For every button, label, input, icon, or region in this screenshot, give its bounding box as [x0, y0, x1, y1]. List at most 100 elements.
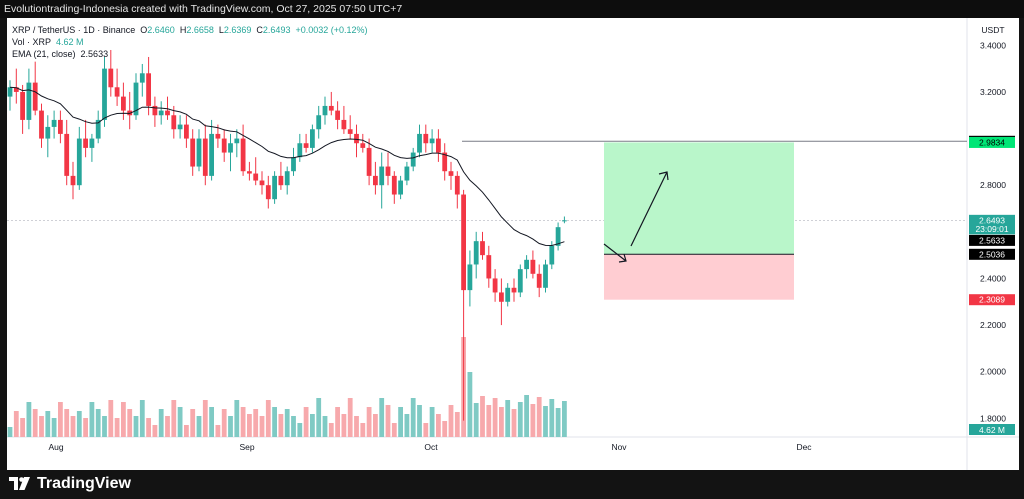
volume-bar [64, 409, 70, 437]
volume-bar [45, 411, 51, 437]
volume-bar [492, 398, 498, 437]
candle-body [209, 133, 214, 176]
candle-body [259, 180, 265, 186]
price-tick-label: 3.2000 [980, 87, 1006, 97]
candle-body [45, 126, 51, 139]
candle-body [536, 273, 542, 288]
volume-badge-text: 4.62 M [979, 425, 1005, 435]
candle-body [398, 180, 403, 195]
candle-body [347, 129, 353, 134]
volume-bar [114, 418, 120, 437]
price-axis-badge [969, 294, 1015, 306]
volume-bar [360, 423, 366, 437]
volume-bar [32, 409, 38, 437]
candle-body [404, 166, 410, 181]
volume-bar [335, 407, 340, 437]
ema-line [9, 86, 565, 247]
price-axis-badge [969, 234, 1015, 246]
candle-body [322, 105, 328, 116]
candle-body [114, 87, 120, 97]
volume-bar [20, 418, 25, 437]
candle-body [139, 73, 145, 83]
candle-body [373, 175, 378, 186]
volume-bar [165, 416, 170, 437]
volume-bar [58, 402, 63, 437]
high-value: 2.6658 [186, 25, 214, 35]
volume-bar [429, 407, 435, 437]
volume-bar [398, 407, 403, 437]
candle-body [530, 259, 536, 274]
ema-value: 2.5633 [80, 49, 109, 59]
time-axis-label-aug: Aug [48, 442, 63, 452]
breakout-arrow[interactable] [630, 171, 669, 247]
volume-bar [505, 400, 511, 437]
candle-body [272, 175, 277, 200]
price-axis-badge-text: 2.9834 [979, 137, 1005, 147]
candle-body [360, 143, 366, 148]
candle-body [158, 110, 164, 116]
candle-body [146, 73, 151, 106]
candle-body [234, 138, 240, 144]
candle-body [64, 133, 70, 176]
volume-bar [202, 400, 208, 437]
candle-body [335, 110, 340, 120]
candle-body [436, 138, 441, 153]
candle-body [499, 292, 504, 302]
price-tick-label: 2.0000 [980, 367, 1006, 377]
stop-loss-zone[interactable] [604, 254, 794, 300]
price-tick-label: 2.8000 [980, 180, 1006, 190]
volume-bar [221, 409, 227, 437]
ema-label: EMA (21, close) [12, 49, 76, 59]
volume-bar [253, 409, 259, 437]
candle-body [152, 105, 158, 116]
volume-bar [303, 407, 309, 437]
volume-bar [152, 425, 158, 437]
candle-body [83, 138, 88, 148]
chart-legend: XRP / TetherUS · 1D · Binance O2.6460 H2… [12, 24, 368, 60]
volume-bar [247, 414, 252, 437]
tradingview-icon [9, 477, 30, 490]
volume-bar [215, 425, 221, 437]
candle-body [240, 138, 246, 172]
pullback-arrow[interactable] [603, 243, 627, 263]
take-profit-zone[interactable] [604, 142, 794, 255]
volume-bar [13, 411, 19, 437]
volume-bar [354, 416, 359, 437]
candle-body [297, 143, 303, 158]
volume-badge [969, 424, 1015, 435]
volume-bar [139, 400, 145, 437]
price-chart[interactable]: USDT 3.4000 3.2000 2.8000 2.4000 2.2000 2.0000… [7, 18, 1019, 470]
candle-body [265, 185, 271, 200]
candle-body [228, 143, 233, 153]
close-label: C [256, 25, 263, 35]
candle-body [410, 152, 416, 167]
volume-bar [524, 395, 529, 437]
candle-body [461, 194, 466, 291]
volume-bar [259, 416, 265, 437]
candle-body [341, 119, 347, 130]
volume-bar [310, 414, 315, 437]
candle-body [284, 171, 290, 186]
candle-body [423, 133, 429, 144]
price-axis-badge [969, 248, 1015, 260]
volume-bar [95, 409, 101, 437]
volume-bar [454, 412, 460, 437]
candle-body [473, 241, 479, 265]
volume-bar [284, 409, 290, 437]
volume-bar [410, 398, 416, 437]
candle-body [76, 138, 82, 186]
volume-bar [234, 400, 240, 437]
price-tick-label: 1.8000 [980, 413, 1006, 423]
candle-body [543, 264, 548, 288]
symbol-label: XRP / TetherUS · 1D · Binance [12, 25, 136, 35]
footer-bar: TradingView [0, 470, 1024, 499]
candle-body [215, 133, 221, 139]
volume-bar [127, 409, 133, 437]
volume-bar [196, 416, 202, 437]
volume-bar [133, 416, 139, 437]
chart-frame[interactable]: USDT 3.4000 3.2000 2.8000 2.4000 2.2000 2.0000… [7, 18, 1019, 470]
candle-body [480, 241, 485, 256]
tradingview-logo[interactable]: TradingView [9, 474, 131, 494]
time-axis-label-nov: Nov [611, 442, 627, 452]
watermark-header: Evolutiontrading-Indonesia created with … [0, 0, 1024, 18]
